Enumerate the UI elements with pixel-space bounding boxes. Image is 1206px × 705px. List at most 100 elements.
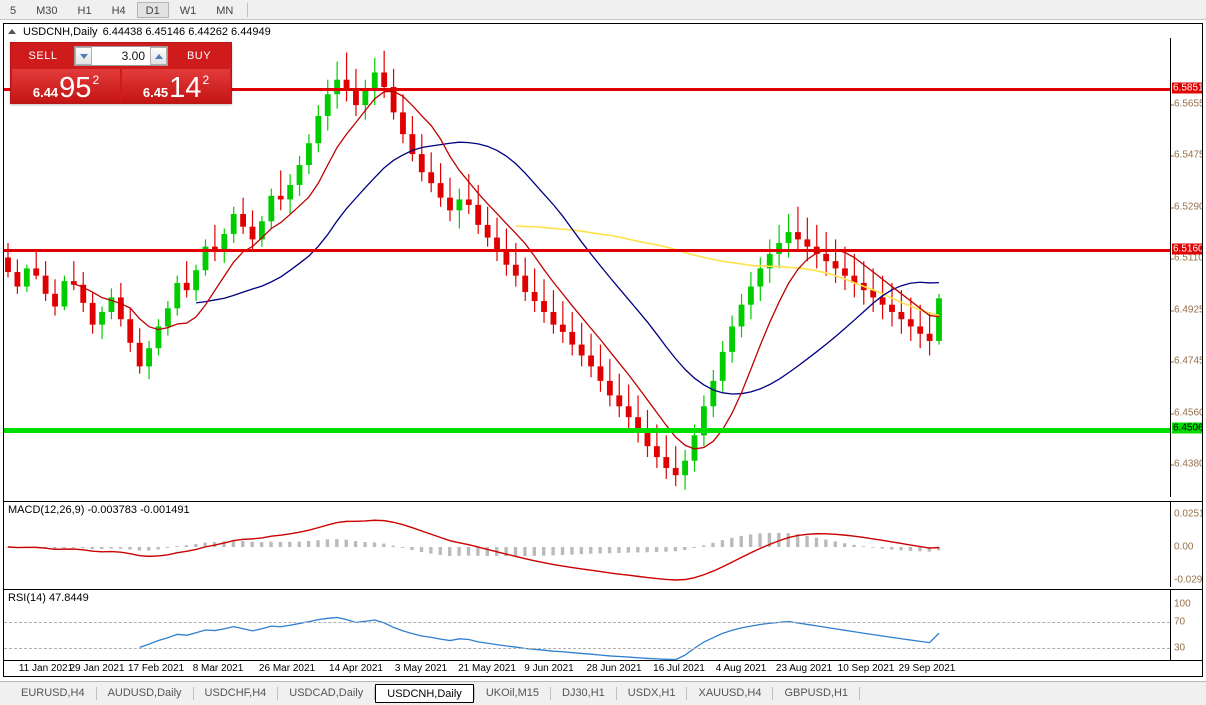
chart-tab-dj30-h1[interactable]: DJ30,H1 — [562, 687, 605, 699]
date-label: 29 Sep 2021 — [898, 663, 956, 674]
ma-fast-line — [73, 90, 940, 450]
price-plot-area[interactable] — [4, 38, 1170, 497]
tab-separator — [95, 687, 97, 700]
rsi-plot-area[interactable] — [4, 590, 1170, 675]
price-tick: 6.45600 — [1170, 408, 1202, 419]
chart-ohlc-values: 6.44438 6.45146 6.44262 6.44949 — [102, 25, 271, 38]
date-label: 14 Apr 2021 — [329, 663, 383, 674]
tab-separator — [277, 687, 279, 700]
volume-input[interactable]: 3.00 — [121, 49, 145, 63]
chart-tab-usdcnh-daily[interactable]: USDCNH,Daily — [375, 684, 474, 703]
chart-symbol-label: USDCNH,Daily — [23, 25, 98, 38]
price-tick: 6.47450 — [1170, 356, 1202, 367]
macd-label: MACD(12,26,9) -0.003783 -0.001491 — [8, 504, 190, 516]
date-label: 8 Mar 2021 — [192, 663, 244, 674]
timeframe-d1[interactable]: D1 — [136, 1, 169, 18]
level-line-6.51605[interactable] — [4, 249, 1170, 252]
price-tick: 6.56550 — [1170, 99, 1202, 110]
macd-tick: 0.025108 — [1174, 508, 1202, 520]
timeframe-toolbar: 5 M30 H1 H4 D1 W1 MN — [0, 0, 1206, 20]
chevron-down-icon — [79, 53, 88, 59]
chart-tab-usdchf-h4[interactable]: USDCHF,H4 — [204, 687, 267, 699]
sell-price-fraction: 2 — [92, 73, 100, 87]
sell-price-prefix: 6.44 — [32, 85, 59, 100]
buy-button[interactable]: BUY — [186, 50, 212, 62]
tab-separator — [859, 687, 861, 700]
chart-tab-bar: EURUSD,H4 AUDUSD,Daily USDCHF,H4 USDCAD,Dai… — [0, 681, 1206, 705]
price-pane: 6.56550 6.54750 6.52900 6.51100 6.49250 6.474… — [4, 38, 1202, 497]
level-line-6.45060[interactable] — [4, 428, 1170, 433]
macd-pane: MACD(12,26,9) -0.003783 -0.001491 0.0251… — [4, 501, 1202, 587]
date-label: 17 Feb 2021 — [127, 663, 185, 674]
buy-price-main: 14 — [169, 72, 202, 105]
price-tick: 6.51100 — [1170, 253, 1202, 264]
volume-increase-button[interactable] — [150, 47, 167, 65]
date-label: 23 Aug 2021 — [775, 663, 833, 674]
price-level-tag-red: 6.58514 — [1172, 82, 1202, 94]
date-label: 9 Jun 2021 — [524, 663, 574, 674]
rsi-tick: 100 — [1174, 598, 1191, 610]
rsi-tick: 30 — [1174, 642, 1186, 654]
volume-stepper[interactable]: 3.00 — [74, 46, 168, 66]
macd-signal-line — [7, 519, 940, 581]
date-label: 29 Jan 2021 — [69, 663, 125, 674]
price-tick: 6.49250 — [1170, 305, 1202, 316]
timeframe-mn[interactable]: MN — [216, 4, 234, 17]
chart-title-bar: USDCNH,Daily 6.44438 6.45146 6.44262 6.4… — [8, 25, 271, 38]
chart-tab-eurusd-h4[interactable]: EURUSD,H4 — [21, 687, 85, 699]
chart-tab-usdcad-daily[interactable]: USDCAD,Daily — [289, 687, 364, 699]
price-tick: 6.43800 — [1170, 459, 1202, 470]
chart-window: USDCNH,Daily 6.44438 6.45146 6.44262 6.4… — [3, 23, 1203, 677]
price-level-tag-green: 6.45060 — [1172, 422, 1202, 434]
timeframe-w1[interactable]: W1 — [179, 4, 197, 17]
level-line-6.58514[interactable] — [4, 88, 1170, 91]
rsi-plot-line — [139, 616, 940, 661]
date-label: 21 May 2021 — [458, 663, 516, 674]
rsi-canvas — [139, 616, 940, 661]
tab-separator — [473, 687, 475, 700]
date-label: 16 Jul 2021 — [653, 663, 705, 674]
buy-price-cell[interactable]: 6.45 14 2 — [122, 69, 230, 103]
sell-price-main: 95 — [59, 72, 92, 105]
chart-tab-ukoil-m15[interactable]: UKOil,M15 — [485, 687, 539, 699]
tab-separator — [772, 687, 774, 700]
ma-mid-line — [195, 141, 940, 395]
candlestick-canvas — [5, 50, 942, 490]
trade-panel-top-row: SELL 3.00 BUY — [11, 43, 231, 69]
rsi-grid-30 — [4, 648, 1170, 649]
price-tick: 6.52900 — [1170, 202, 1202, 213]
collapse-triangle-icon[interactable] — [8, 29, 16, 34]
date-label: 28 Jun 2021 — [586, 663, 642, 674]
sell-price-cell[interactable]: 6.44 95 2 — [12, 69, 120, 103]
rsi-label: RSI(14) 47.8449 — [8, 592, 89, 604]
date-label: 3 May 2021 — [394, 663, 448, 674]
volume-decrease-button[interactable] — [75, 47, 92, 65]
price-level-tag-red: 6.51605 — [1172, 243, 1202, 255]
chart-tab-xauusd-h4[interactable]: XAUUSD,H4 — [698, 687, 762, 699]
chevron-up-icon — [154, 53, 163, 59]
trade-quotes-row: 6.44 95 2 6.45 14 2 — [11, 69, 231, 104]
date-label: 11 Jan 2021 — [18, 663, 74, 674]
price-axis[interactable]: 6.56550 6.54750 6.52900 6.51100 6.49250 6.474… — [1170, 38, 1202, 497]
sell-button[interactable]: SELL — [28, 50, 58, 62]
price-tick: 6.54750 — [1170, 150, 1202, 161]
date-axis[interactable]: 11 Jan 2021 29 Jan 2021 17 Feb 2021 8 Mar 2… — [4, 660, 1202, 676]
timeframe-m30[interactable]: M30 — [36, 4, 58, 17]
tab-separator — [550, 687, 551, 700]
buy-price-fraction: 2 — [202, 73, 210, 87]
tab-separator — [374, 687, 376, 700]
toolbar-separator — [247, 2, 249, 17]
macd-canvas — [6, 519, 941, 581]
timeframe-h1[interactable]: H1 — [77, 4, 92, 17]
chart-tab-usdx-h1[interactable]: USDX,H1 — [627, 687, 676, 699]
timeframe-5[interactable]: 5 — [10, 4, 17, 17]
rsi-tick: 70 — [1174, 616, 1186, 628]
tab-separator — [192, 687, 194, 700]
chart-tab-gbpusd-h1[interactable]: GBPUSD,H1 — [784, 687, 849, 699]
macd-plot-area[interactable] — [4, 502, 1170, 587]
macd-tick: -0.02988 — [1174, 574, 1202, 586]
tab-separator — [686, 687, 688, 700]
chart-tab-audusd-daily[interactable]: AUDUSD,Daily — [107, 687, 182, 699]
timeframe-h4[interactable]: H4 — [111, 4, 126, 17]
date-label: 4 Aug 2021 — [715, 663, 767, 674]
